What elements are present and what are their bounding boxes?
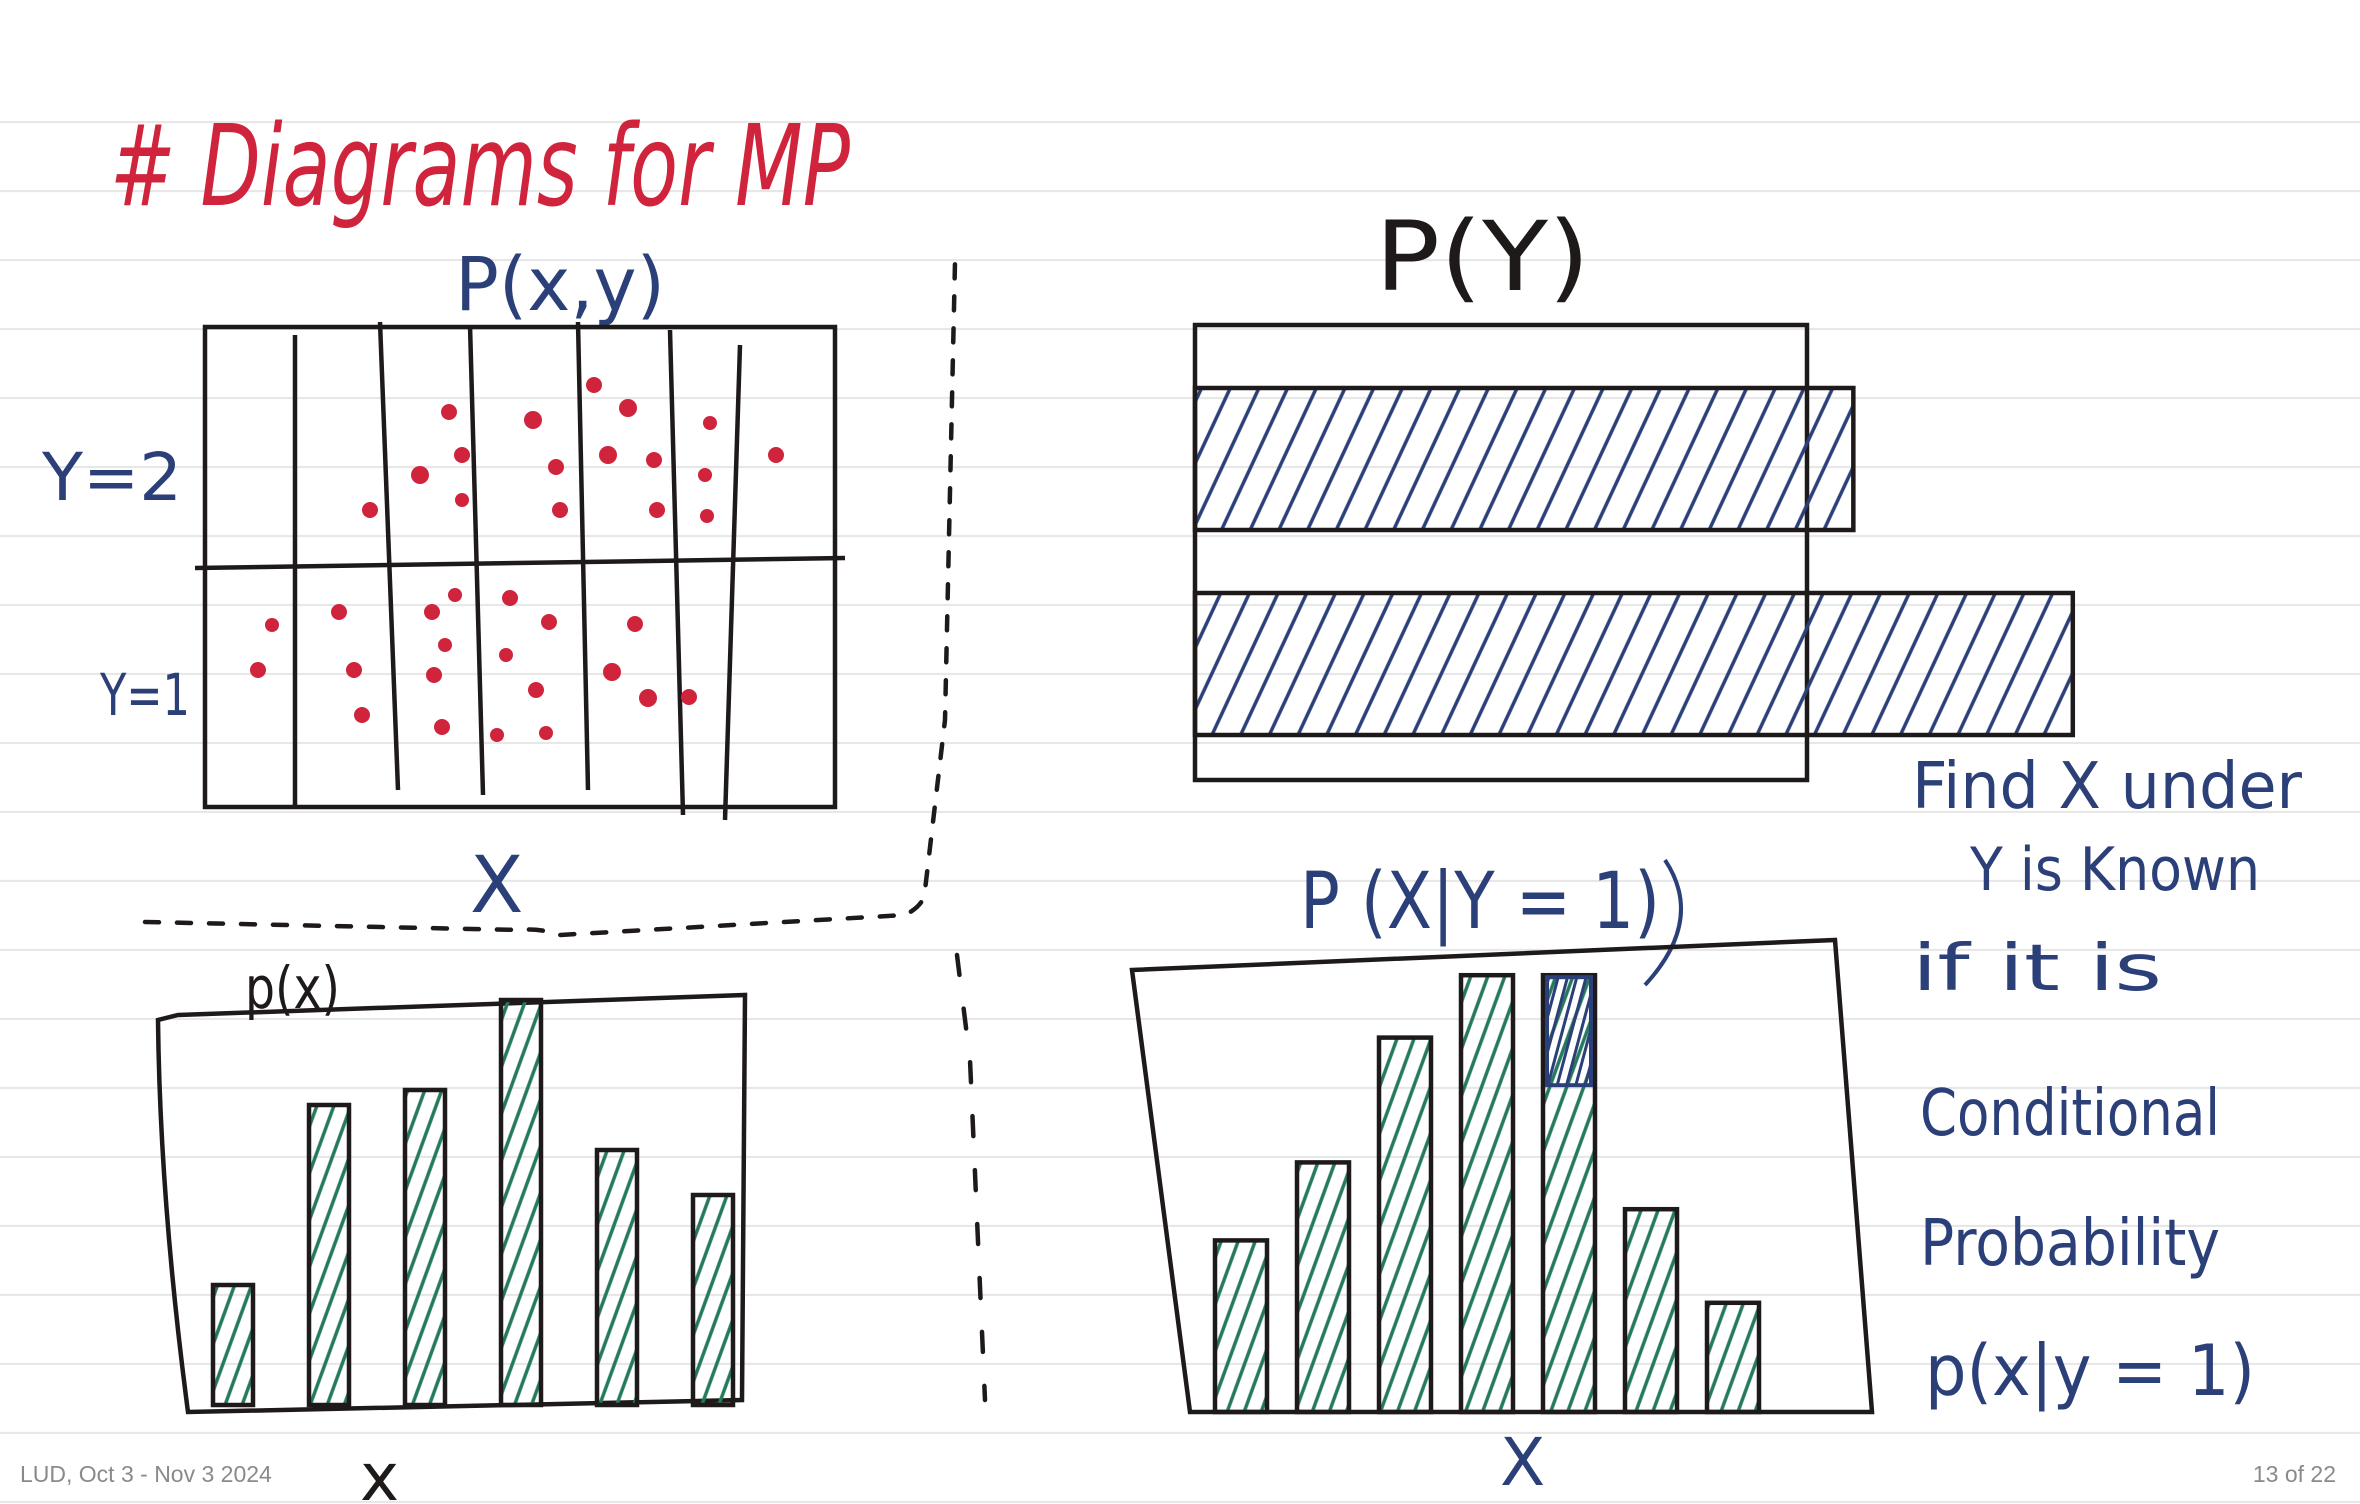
bar-3 (402, 1087, 448, 1408)
bar-4 (498, 997, 544, 1408)
bar-5 (594, 1147, 640, 1408)
note-line-6: p(x|y = 1) (1925, 1330, 2255, 1412)
marginal-y-frame (1192, 322, 1810, 783)
joint-row-label-y2: Y=2 (41, 439, 182, 516)
note-line-3: if it is (1912, 932, 2162, 1006)
conditional-bars (1212, 972, 1762, 1415)
bar-7 (1704, 1300, 1762, 1415)
note-line-5: Probability (1920, 1207, 2220, 1281)
bar-1 (1192, 385, 1856, 533)
bar-1 (210, 1282, 256, 1408)
marginal-x-diagram: p(x) x (155, 954, 748, 1504)
bar-6 (1622, 1206, 1680, 1415)
note-line-1: Find X under (1912, 750, 2303, 824)
bar-2 (1192, 590, 2076, 738)
marginal-y-diagram: P(Y) (1192, 201, 2076, 783)
joint-distribution-diagram: P(x,y) Y=2 Y=1 X (41, 242, 846, 931)
conditional-x-axis-label: X (1500, 1424, 1545, 1501)
marginal-y-label: P(Y) (1375, 201, 1590, 313)
bar-4 (1458, 972, 1516, 1415)
bar-2 (306, 1102, 352, 1408)
joint-grid-row-divider (194, 555, 846, 571)
footer-document-title: LUD, Oct 3 - Nov 3 2024 (20, 1461, 272, 1487)
page-heading: # Diagrams for MP (110, 102, 850, 232)
marginal-x-axis-label: x (360, 1439, 399, 1504)
conditional-note: Find X under Y is Known if it is Conditi… (1912, 750, 2303, 1412)
marginal-x-bars (210, 997, 736, 1408)
joint-label: P(x,y) (455, 242, 665, 328)
bar-6 (690, 1192, 736, 1408)
conditional-frame (1129, 937, 1875, 1415)
conditional-bracket (1643, 858, 1683, 987)
dashed-separator-vertical (954, 952, 988, 1403)
bar-1 (1212, 1238, 1270, 1415)
note-line-2: Y is Known (1969, 835, 2260, 905)
joint-x-axis-label: X (470, 841, 523, 931)
dashed-separator-horizontal (142, 259, 958, 938)
bar-2 (1294, 1160, 1352, 1415)
marginal-y-bars (1192, 385, 2076, 738)
joint-sample-dots (250, 377, 784, 742)
marginal-x-frame (155, 992, 748, 1415)
conditional-label: P (X|Y = 1) (1300, 857, 1660, 947)
footer-page-number: 13 of 22 (2252, 1461, 2336, 1487)
joint-row-label-y1: Y=1 (99, 661, 190, 729)
bar-5-highlight (1545, 975, 1593, 1088)
note-line-4: Conditional (1920, 1077, 2220, 1151)
conditional-diagram: P (X|Y = 1) X Find X under Y is Known if… (1129, 750, 2303, 1501)
joint-grid-column-dividers (292, 321, 743, 821)
bar-3 (1376, 1035, 1434, 1415)
